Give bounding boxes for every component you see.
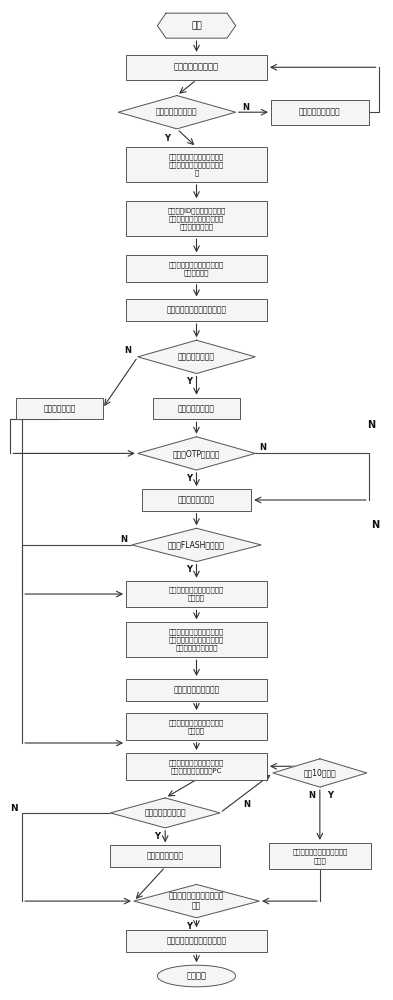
Polygon shape [132,528,261,562]
Text: Y: Y [154,832,160,841]
Text: 连接处理，超时退出: 连接处理，超时退出 [299,108,341,117]
Ellipse shape [157,965,236,987]
FancyBboxPatch shape [126,679,267,701]
Text: Y: Y [185,922,192,931]
Text: 读取芯片ID，以确定需要标定
芯片的类型，进而切换模式，
芯片进入用户模式: 读取芯片ID，以确定需要标定 芯片的类型，进而切换模式， 芯片进入用户模式 [167,207,226,230]
Text: 初始化芯片检测单元: 初始化芯片检测单元 [174,63,219,72]
Text: N: N [259,443,266,452]
Text: Y: Y [185,474,192,483]
Text: 关闭辅助电压，芯片进入正常
工作模式: 关闭辅助电压，芯片进入正常 工作模式 [169,719,224,734]
Text: 芯片是OTP类型吗？: 芯片是OTP类型吗？ [173,449,220,458]
Text: N: N [367,420,375,430]
Text: 管脚是否正常连接？: 管脚是否正常连接？ [156,108,198,117]
Text: 发送芯片空信息: 发送芯片空信息 [43,404,75,413]
Text: 控制电压选择系统，选择相应
辅助电压: 控制电压选择系统，选择相应 辅助电压 [169,587,224,601]
FancyBboxPatch shape [126,147,267,182]
FancyBboxPatch shape [153,398,240,419]
Text: N: N [371,520,379,530]
Polygon shape [118,96,236,129]
Text: Y: Y [164,134,170,143]
FancyBboxPatch shape [126,930,267,952]
FancyBboxPatch shape [126,201,267,236]
FancyBboxPatch shape [271,100,369,125]
FancyBboxPatch shape [126,753,267,780]
FancyBboxPatch shape [126,713,267,740]
Polygon shape [110,798,220,828]
Polygon shape [157,13,236,38]
Text: N: N [11,804,18,813]
Text: 根据标定算法，计算出标定值: 根据标定算法，计算出标定值 [167,306,226,315]
FancyBboxPatch shape [126,581,267,607]
FancyBboxPatch shape [269,843,371,869]
Text: 发送标定成功信息: 发送标定成功信息 [147,852,184,861]
Polygon shape [138,437,255,470]
Text: Y: Y [185,565,192,574]
Text: 根据监控程序将设置温度子
吗？: 根据监控程序将设置温度子 吗？ [169,891,224,911]
Text: Y: Y [185,377,192,386]
Text: N: N [309,791,316,800]
Text: 芯片是FLASH类型吗？: 芯片是FLASH类型吗？ [168,540,225,549]
FancyBboxPatch shape [17,398,103,419]
Text: 测量时钟参数并设计值对比两
个数据的偏差，发送给PC: 测量时钟参数并设计值对比两 个数据的偏差，发送给PC [169,759,224,774]
Text: 将标定量发送给控制软件显示: 将标定量发送给控制软件显示 [167,937,226,946]
Text: 开始: 开始 [191,21,202,30]
Polygon shape [134,884,259,918]
FancyBboxPatch shape [141,489,252,511]
FancyBboxPatch shape [126,55,267,80]
Text: 将标定值写入标校区域: 将标定值写入标校区域 [173,685,220,694]
Text: N: N [120,535,127,544]
Text: 根据芯片按电，在上电，通过
指定串口发送标定模式指令，
使得芯片进入标定模式: 根据芯片按电，在上电，通过 指定串口发送标定模式指令， 使得芯片进入标定模式 [169,628,224,651]
Text: 发送芯片不空信息: 发送芯片不空信息 [178,404,215,413]
Text: 结束扫描: 结束扫描 [187,972,206,981]
Text: 进入时钟参数测量单元，获取
时钟参数数据: 进入时钟参数测量单元，获取 时钟参数数据 [169,261,224,276]
Text: 偏差在设计范围吗？: 偏差在设计范围吗？ [144,808,186,817]
FancyBboxPatch shape [126,299,267,321]
Text: N: N [242,103,249,112]
Text: 根据芯片类型及额电压范围插
高电压，使得芯片进入检测模
式: 根据芯片类型及额电压范围插 高电压，使得芯片进入检测模 式 [169,153,224,176]
Text: Y: Y [327,791,332,800]
Text: 芯片是否空片呢？: 芯片是否空片呢？ [178,352,215,361]
FancyBboxPatch shape [126,255,267,282]
Text: N: N [125,346,132,355]
Polygon shape [138,340,255,374]
Text: 发送标定失败信息，并进行退
镀处理: 发送标定失败信息，并进行退 镀处理 [292,849,347,864]
Text: 提示用户换算空片: 提示用户换算空片 [178,495,215,504]
Text: 大于10次吗？: 大于10次吗？ [303,768,336,777]
Polygon shape [273,759,367,787]
FancyBboxPatch shape [110,845,220,867]
FancyBboxPatch shape [126,622,267,657]
Text: N: N [243,800,250,809]
